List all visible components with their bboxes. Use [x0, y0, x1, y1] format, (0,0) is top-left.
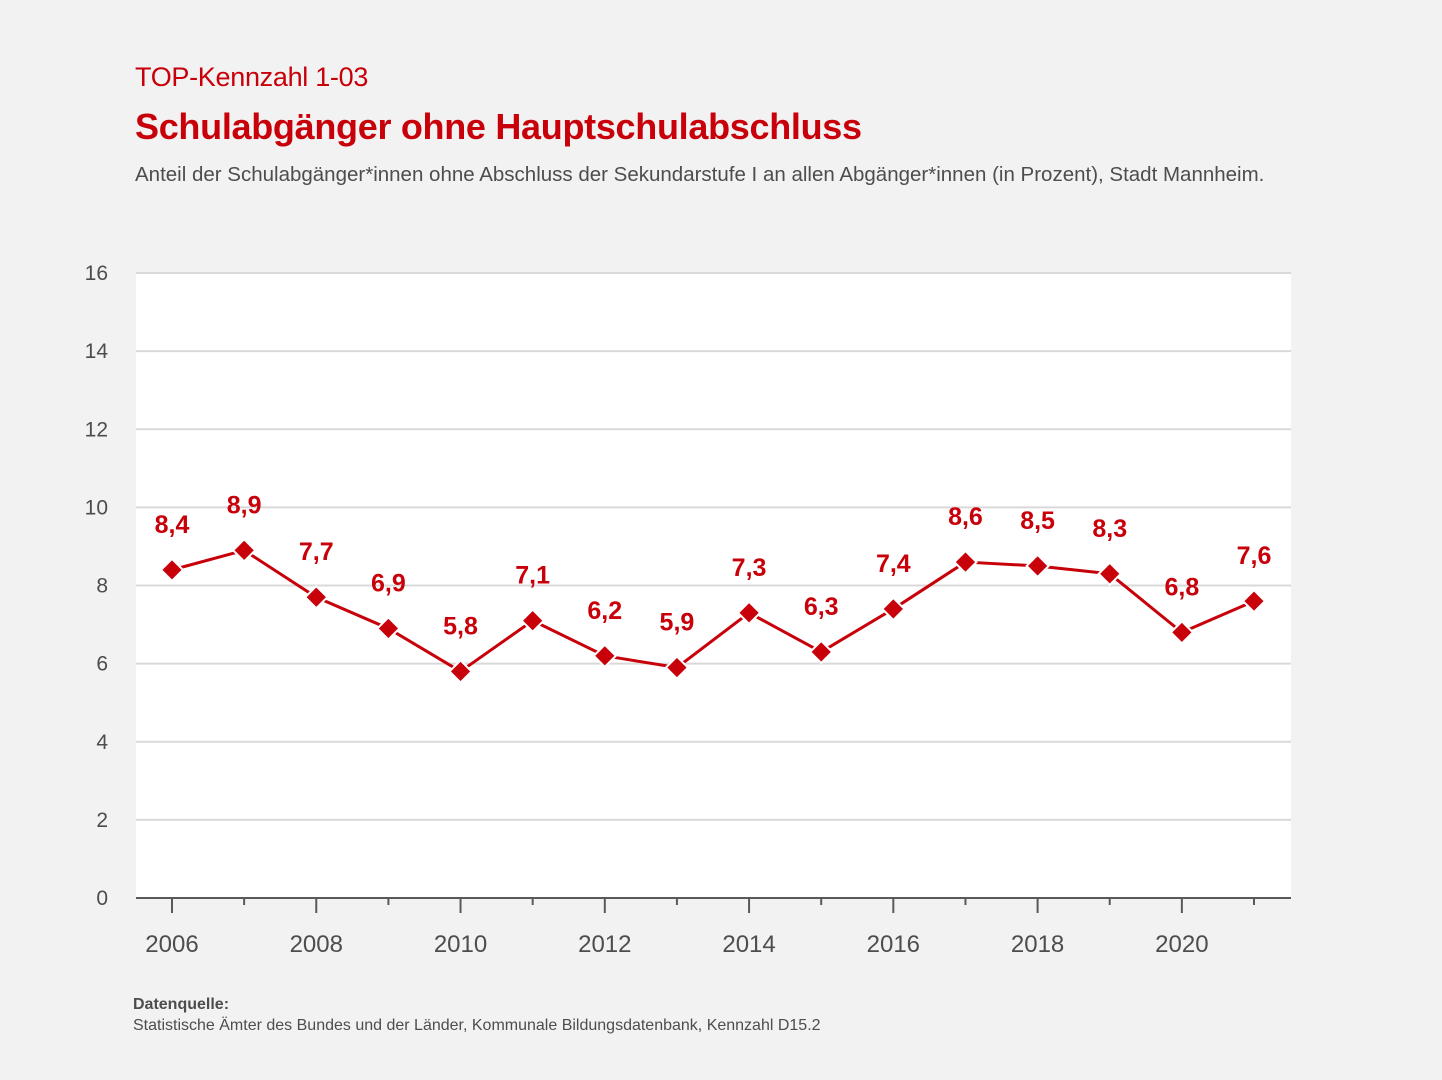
x-tick-label: 2008: [290, 931, 343, 958]
data-label: 6,8: [1164, 573, 1199, 601]
x-tick-label: 2014: [722, 931, 775, 958]
data-point-marker: [1097, 561, 1123, 587]
data-point-marker: [1241, 588, 1267, 614]
y-tick-label: 16: [85, 262, 108, 285]
data-labels: 8,4 8,9 7,7 6,9 5,8 7,1 6,2 5,9 7,3 6,3 7,4 8,6 8,5 8…: [155, 491, 1272, 640]
y-axis-tick-labels: 0 2 4 6 8 10 12 14 16: [85, 262, 109, 910]
y-tick-label: 10: [85, 496, 108, 519]
data-label: 6,2: [587, 597, 622, 625]
data-point-marker: [159, 557, 185, 583]
data-point-marker: [375, 616, 401, 641]
y-tick-label: 12: [85, 418, 108, 441]
y-tick-label: 4: [96, 731, 108, 754]
data-point-marker: [808, 639, 834, 665]
data-label: 7,1: [515, 562, 550, 590]
data-point-marker: [953, 549, 978, 575]
data-point-marker: [664, 655, 690, 680]
x-tick-label: 2010: [434, 931, 487, 958]
chart-kicker: TOP-Kennzahl 1-03: [135, 62, 369, 92]
x-axis: 2006 2008 2010 2012 2014 2016 2018 2020: [136, 897, 1291, 958]
y-tick-label: 2: [96, 809, 108, 832]
x-tick-label: 2006: [145, 931, 198, 958]
y-tick-label: 14: [85, 340, 109, 363]
series-line: [171, 548, 1255, 673]
data-label: 8,3: [1092, 515, 1127, 543]
data-label: 7,4: [876, 550, 911, 578]
data-point-marker: [592, 643, 618, 669]
data-point-marker: [520, 608, 546, 634]
data-label: 6,9: [371, 569, 406, 597]
source-text: Statistische Ämter des Bundes und der Lä…: [133, 1017, 821, 1034]
data-point-marker: [1169, 619, 1195, 645]
data-label: 5,8: [443, 612, 478, 640]
data-label: 5,9: [660, 609, 695, 637]
data-label: 7,3: [732, 554, 767, 582]
data-label: 7,7: [299, 538, 334, 566]
data-point-marker: [880, 596, 906, 622]
data-point-marker: [1025, 553, 1051, 579]
data-point-marker: [303, 584, 329, 610]
data-label: 7,6: [1237, 542, 1272, 570]
x-tick-label: 2020: [1155, 931, 1208, 958]
chart-subtitle: Anteil der Schulabgänger*innen ohne Absc…: [135, 163, 1265, 186]
x-tick-label: 2012: [578, 931, 631, 958]
data-point-marker: [736, 600, 762, 626]
data-series: [159, 537, 1267, 684]
data-label: 8,6: [948, 503, 983, 531]
data-label: 8,5: [1020, 507, 1055, 535]
data-point-marker: [231, 537, 257, 563]
chart-title: Schulabgänger ohne Hauptschulabschluss: [135, 106, 862, 147]
y-tick-label: 8: [96, 575, 108, 598]
data-point-marker: [448, 659, 473, 684]
y-tick-label: 0: [96, 887, 108, 910]
source-heading: Datenquelle:: [133, 996, 230, 1013]
gridlines: [136, 272, 1291, 821]
data-label: 6,3: [804, 593, 839, 621]
x-tick-label: 2018: [1011, 931, 1064, 958]
data-label: 8,4: [155, 511, 190, 539]
y-tick-label: 6: [96, 653, 108, 676]
x-tick-label: 2016: [867, 931, 920, 958]
data-label: 8,9: [227, 491, 262, 519]
